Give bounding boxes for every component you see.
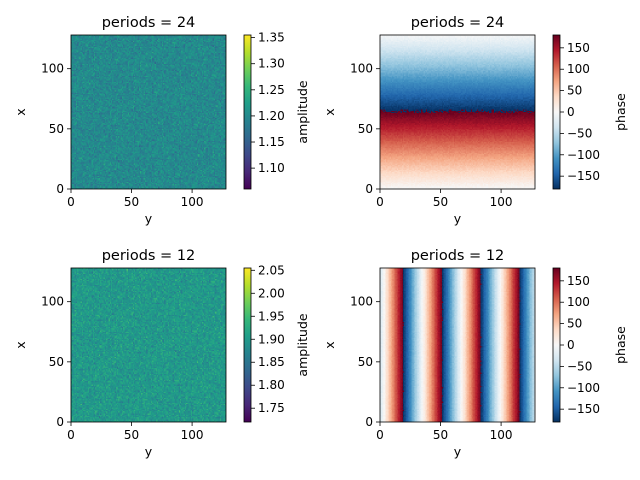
y-tick-label: 0 (365, 415, 373, 429)
colorbar (243, 267, 252, 423)
x-tick-label: 50 (433, 195, 448, 209)
colorbar-tick-label: 1.75 (258, 401, 285, 415)
colorbar-tick-label: 1.95 (258, 309, 285, 323)
colorbar-tick-label: 50 (567, 84, 582, 98)
colorbar-tick-label: 1.35 (258, 31, 285, 45)
plot-frame (70, 34, 227, 190)
y-tick-label: 0 (56, 182, 64, 196)
heatmap-image (380, 268, 535, 422)
colorbar-tick-label: −150 (567, 169, 600, 183)
y-axis-label: x (13, 108, 28, 115)
x-tick-label: 100 (490, 428, 513, 442)
plot-frame (379, 34, 536, 190)
chart-title: periods = 12 (411, 248, 505, 264)
x-tick-label: 50 (124, 195, 139, 209)
y-tick-label: 50 (358, 122, 373, 136)
colorbar-tick-label: 1.10 (258, 161, 285, 175)
plot-frame (70, 267, 227, 423)
y-axis-label: x (322, 341, 337, 348)
colorbar-tick-label: 2.00 (258, 286, 285, 300)
subplot-2: periods = 24 0 50 100 0 50 100 y x 150 100 50 0 −50 −1… (322, 15, 628, 226)
chart-title: periods = 24 (411, 15, 505, 31)
x-tick-label: 0 (67, 428, 75, 442)
colorbar-label: phase (613, 93, 628, 131)
y-tick-label: 50 (49, 122, 64, 136)
y-axis-label: x (13, 341, 28, 348)
colorbar-tick-label: −50 (567, 126, 592, 140)
chart-title: periods = 12 (102, 248, 196, 264)
x-tick-label: 0 (376, 428, 384, 442)
colorbar-tick-label: 1.85 (258, 355, 285, 369)
heatmap-image (71, 35, 226, 189)
colorbar-tick-label: 2.05 (258, 263, 285, 277)
colorbar-tick-label: 1.25 (258, 83, 285, 97)
y-tick-label: 50 (49, 355, 64, 369)
x-axis-label: y (145, 211, 153, 226)
x-tick-label: 0 (67, 195, 75, 209)
x-axis-label: y (454, 211, 462, 226)
colorbar-tick-label: 0 (567, 105, 575, 119)
colorbar-tick-label: −150 (567, 402, 600, 416)
colorbar-tick-label: 100 (567, 62, 590, 76)
colorbar-tick-label: 1.80 (258, 378, 285, 392)
heatmap-image (380, 35, 535, 189)
y-tick-label: 50 (358, 355, 373, 369)
colorbar (552, 34, 561, 190)
x-tick-label: 50 (433, 428, 448, 442)
colorbar-label: amplitude (295, 80, 310, 143)
colorbar-tick-label: 150 (567, 274, 590, 288)
colorbar (243, 34, 252, 190)
subplot-4: periods = 12 0 50 100 0 50 100 y x 150 100 50 0 −50 −1… (322, 248, 628, 459)
y-tick-label: 100 (41, 295, 64, 309)
chart-title: periods = 24 (102, 15, 196, 31)
x-tick-label: 100 (181, 428, 204, 442)
y-tick-label: 0 (365, 182, 373, 196)
x-tick-label: 0 (376, 195, 384, 209)
x-tick-label: 50 (124, 428, 139, 442)
plot-frame (379, 267, 536, 423)
y-tick-label: 100 (350, 62, 373, 76)
x-axis-label: y (145, 444, 153, 459)
colorbar-label: amplitude (295, 313, 310, 376)
colorbar (552, 267, 561, 423)
x-tick-label: 100 (181, 195, 204, 209)
colorbar-tick-label: 1.90 (258, 332, 285, 346)
colorbar-tick-label: 1.30 (258, 57, 285, 71)
y-tick-label: 100 (41, 62, 64, 76)
y-tick-label: 0 (56, 415, 64, 429)
y-axis-label: x (322, 108, 337, 115)
colorbar-tick-label: 0 (567, 338, 575, 352)
colorbar-label: phase (613, 326, 628, 364)
heatmap-image (71, 268, 226, 422)
subplot-3: periods = 12 0 50 100 0 50 100 y x 1.75 1.80 1.85 1.… (13, 248, 310, 459)
colorbar-tick-label: −100 (567, 381, 600, 395)
subplot-1: periods = 24 0 50 100 0 50 100 y x 1.10 1.15 1.20 1.… (13, 15, 310, 226)
y-tick-label: 100 (350, 295, 373, 309)
colorbar-tick-label: 1.20 (258, 109, 285, 123)
x-axis-label: y (454, 444, 462, 459)
colorbar-tick-label: −100 (567, 148, 600, 162)
colorbar-tick-label: 150 (567, 41, 590, 55)
colorbar-tick-label: 1.15 (258, 135, 285, 149)
x-tick-label: 100 (490, 195, 513, 209)
colorbar-tick-label: 100 (567, 295, 590, 309)
colorbar-tick-label: −50 (567, 359, 592, 373)
colorbar-tick-label: 50 (567, 317, 582, 331)
